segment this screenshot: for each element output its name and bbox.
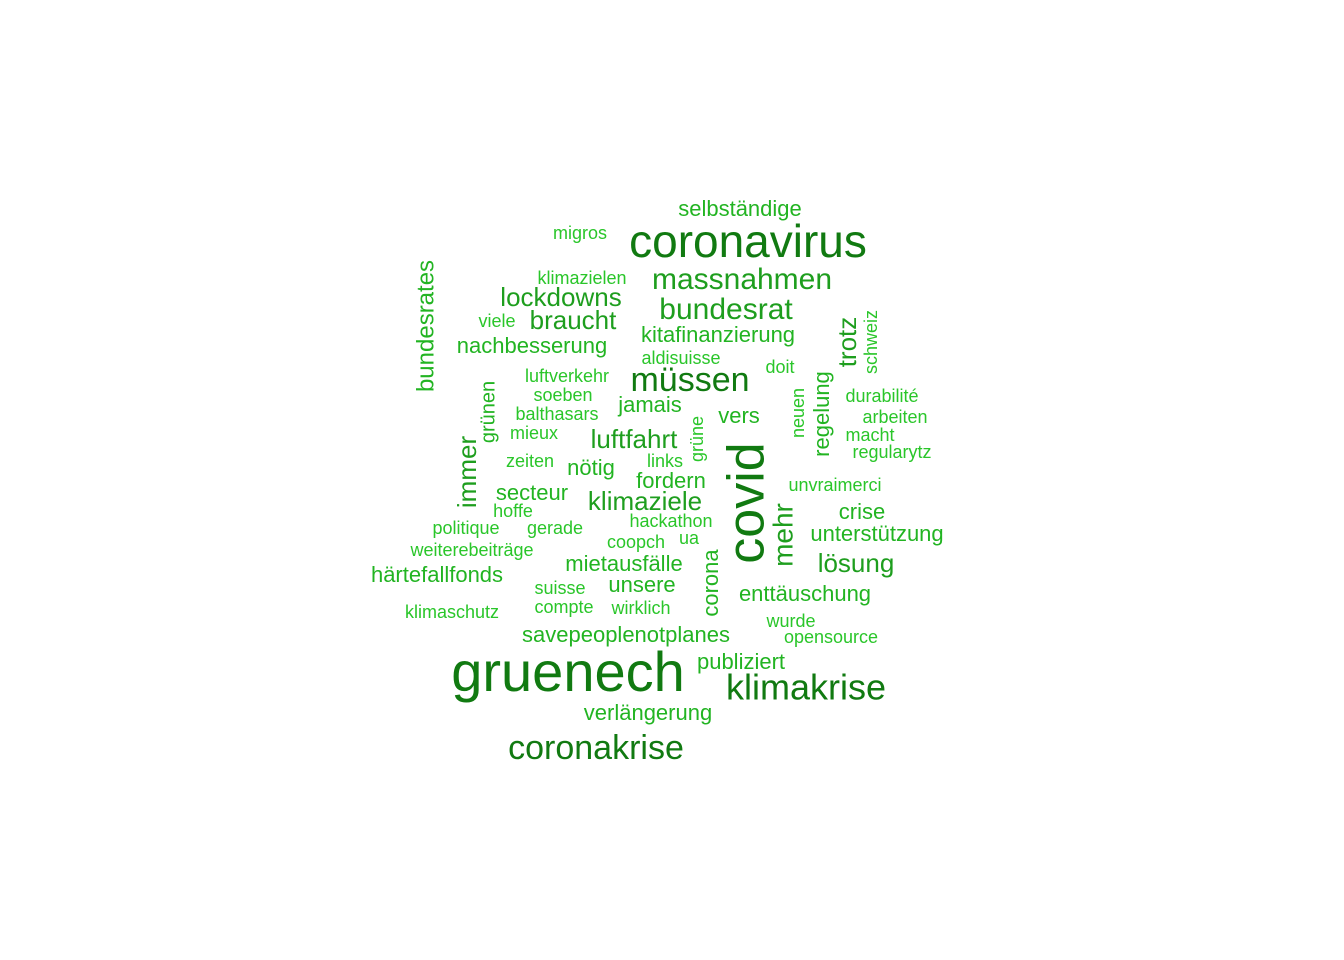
cloud-word: klimakrise	[726, 667, 886, 708]
cloud-word: mietausfälle	[565, 551, 682, 576]
cloud-word: härtefallfonds	[371, 562, 503, 587]
cloud-word: coopch	[607, 532, 665, 552]
cloud-word: bundesrat	[659, 293, 793, 326]
cloud-word: luftverkehr	[525, 366, 609, 386]
cloud-word: unterstützung	[810, 521, 943, 546]
cloud-word: politique	[432, 518, 499, 538]
cloud-word: suisse	[534, 578, 585, 598]
cloud-word: viele	[478, 311, 515, 331]
cloud-word: lösung	[818, 548, 895, 578]
cloud-word: klimazielen	[537, 268, 626, 288]
cloud-word: nachbesserung	[457, 333, 607, 358]
cloud-word: mieux	[510, 423, 558, 443]
cloud-word: compte	[534, 597, 593, 617]
cloud-word: hoffe	[493, 501, 533, 521]
cloud-word: crise	[839, 499, 885, 524]
cloud-word: secteur	[496, 480, 568, 505]
cloud-word: weiterebeiträge	[409, 540, 533, 560]
cloud-word: hackathon	[629, 511, 712, 531]
cloud-word: ua	[679, 528, 700, 548]
cloud-word: mehr	[767, 503, 798, 567]
cloud-word: links	[647, 451, 683, 471]
cloud-word: lockdowns	[500, 282, 621, 312]
cloud-word: klimaziele	[588, 486, 702, 516]
cloud-word: wurde	[765, 611, 815, 631]
cloud-word: doit	[765, 357, 794, 377]
cloud-word: müssen	[630, 361, 749, 399]
cloud-word: immer	[452, 436, 482, 509]
cloud-word: vers	[718, 403, 760, 428]
cloud-word: balthasars	[515, 404, 598, 424]
cloud-word: regelung	[809, 371, 834, 457]
cloud-word: aldisuisse	[641, 348, 720, 368]
cloud-word: kitafinanzierung	[641, 322, 795, 347]
cloud-word: unvraimerci	[788, 475, 881, 495]
cloud-word: unsere	[608, 572, 675, 597]
cloud-word: soeben	[533, 385, 592, 405]
cloud-word: publiziert	[697, 649, 785, 674]
cloud-word: savepeoplenotplanes	[522, 622, 730, 647]
cloud-word: wirklich	[610, 598, 670, 618]
cloud-word: verlängerung	[584, 700, 712, 725]
cloud-word: covid	[718, 442, 776, 563]
cloud-word: jamais	[617, 392, 682, 417]
cloud-word: grünen	[477, 381, 499, 443]
cloud-word: braucht	[530, 305, 617, 335]
cloud-word: gerade	[527, 518, 583, 538]
cloud-word: trotz	[832, 317, 862, 368]
cloud-word: durabilité	[845, 386, 918, 406]
cloud-word: regularytz	[852, 442, 931, 462]
cloud-word: massnahmen	[652, 263, 832, 296]
cloud-word: coronakrise	[508, 729, 684, 767]
cloud-word: arbeiten	[862, 407, 927, 427]
cloud-word: neuen	[788, 388, 808, 438]
cloud-word: zeiten	[506, 451, 554, 471]
cloud-word: klimaschutz	[405, 602, 499, 622]
cloud-word: luftfahrt	[591, 424, 678, 454]
cloud-word: migros	[553, 223, 607, 243]
cloud-word: selbständige	[678, 196, 802, 221]
cloud-word: bundesrates	[412, 260, 439, 392]
cloud-word: enttäuschung	[739, 581, 871, 606]
cloud-word: grüne	[687, 416, 707, 462]
cloud-word: macht	[845, 425, 894, 445]
cloud-word: corona	[698, 549, 723, 617]
cloud-word: nötig	[567, 455, 615, 480]
cloud-word: schweiz	[861, 310, 881, 374]
cloud-word: opensource	[784, 627, 878, 647]
cloud-word: fordern	[636, 468, 706, 493]
cloud-word: coronavirus	[629, 215, 867, 267]
cloud-word: gruenech	[451, 640, 685, 703]
